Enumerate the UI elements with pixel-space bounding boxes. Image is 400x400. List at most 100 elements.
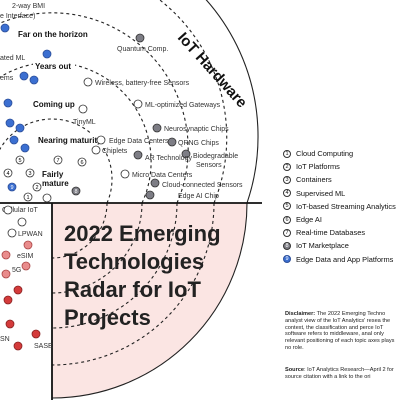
- ring-label-far: Far on the horizon: [18, 30, 88, 39]
- legend-item: 7 Real-time Databases: [283, 226, 400, 239]
- tech-label-qrng: QRNG Chips: [178, 140, 219, 147]
- tech-dot[interactable]: [20, 143, 30, 153]
- legend-item: 3 Containers: [283, 173, 400, 186]
- ring-label-years: Years out: [35, 62, 71, 71]
- software-quadrant: [52, 203, 247, 398]
- tech-label-edge-ai-chip: Edge AI Chip: [178, 193, 219, 200]
- tech-label-5g: 5G: [12, 267, 21, 274]
- tech-dot[interactable]: [133, 99, 143, 109]
- legend-item: 1 Cloud Computing: [283, 147, 400, 160]
- tech-dot[interactable]: [3, 205, 13, 215]
- legend-label: Supervised ML: [296, 188, 346, 198]
- tech-dot[interactable]: [91, 145, 101, 155]
- tech-dot[interactable]: [96, 135, 106, 145]
- legend-ref-2: 2: [35, 185, 38, 191]
- ring-label-fairly-text: Fairly: [42, 170, 64, 179]
- legend-label: IoT Marketplace: [296, 241, 349, 251]
- legend-ref-5: 5: [18, 158, 21, 164]
- tech-dot[interactable]: [150, 178, 160, 188]
- tech-dot[interactable]: [21, 261, 31, 271]
- tech-dot[interactable]: [29, 75, 39, 85]
- cut-label-bmi-2: e Interface): [0, 13, 35, 20]
- cut-label-bmi-1: 2-way BMI: [12, 3, 45, 10]
- tech-label-cellular: Cellular IoT: [2, 207, 39, 214]
- tech-dot[interactable]: [135, 33, 145, 43]
- tech-dot[interactable]: [42, 49, 52, 59]
- legend-number: 7: [283, 228, 291, 237]
- tech-dot[interactable]: [9, 135, 19, 145]
- tech-dot[interactable]: [31, 329, 41, 339]
- source-lead: Source: [285, 367, 304, 373]
- legend-ref-9: 9: [10, 185, 13, 191]
- legend-ref-4: 4: [6, 171, 9, 177]
- ring-label-nearing: Nearing maturity: [38, 136, 102, 145]
- tech-dot[interactable]: [23, 240, 33, 250]
- legend-label: Edge AI: [296, 215, 322, 225]
- tech-dot[interactable]: [13, 285, 23, 295]
- tech-label-esim: eSIM: [17, 253, 34, 260]
- title-line-2: Technologies: [64, 249, 204, 274]
- dashed-ring: [158, 0, 228, 204]
- ring-label-fairly-line2: mature: [42, 179, 69, 188]
- tech-dot[interactable]: [42, 193, 52, 203]
- legend-ref-1: 1: [26, 195, 29, 201]
- legend-item: 4 Supervised ML: [283, 187, 400, 200]
- ring-label-coming: Coming up: [33, 100, 75, 109]
- tech-dot[interactable]: [3, 295, 13, 305]
- tech-dot[interactable]: [5, 319, 15, 329]
- source-text: Source: IoT Analytics Research—April 2 f…: [285, 367, 400, 381]
- hardware-technologies: Quantum Comp. Wireless, battery-free Sen…: [73, 33, 243, 200]
- tech-label-sn: SN: [0, 336, 10, 343]
- tech-dot[interactable]: [120, 169, 130, 179]
- legend-item: 8 IoT Marketplace: [283, 239, 400, 252]
- tech-label-biodegradable-text: Biodegradable: [193, 153, 238, 160]
- tech-dot[interactable]: [15, 123, 25, 133]
- tech-dot[interactable]: [181, 149, 191, 159]
- radar-title: 2022 Emerging Technologies Radar for IoT…: [64, 221, 221, 330]
- legend-item: 9 Edge Data and App Platforms: [283, 253, 400, 266]
- legend-label: IoT-based Streaming Analytics: [296, 201, 396, 211]
- legend-label: IoT Platforms: [296, 162, 340, 172]
- legend-label: Containers: [296, 175, 332, 185]
- legend-number: 6: [283, 215, 291, 224]
- legend-number: 3: [283, 175, 291, 184]
- tech-dot[interactable]: [7, 228, 17, 238]
- tech-dot[interactable]: [83, 77, 93, 87]
- legend-number: 9: [283, 255, 291, 264]
- legend-item: 6 Edge AI: [283, 213, 400, 226]
- tech-dot[interactable]: [0, 23, 10, 33]
- cut-label-ems: ems: [0, 75, 14, 82]
- iot-hardware-label: IoT Hardware: [174, 29, 250, 111]
- tech-dot[interactable]: [167, 137, 177, 147]
- legend-ref-8: 8: [74, 189, 77, 195]
- tech-label-lpwan: LPWAN: [18, 231, 43, 238]
- tech-dot[interactable]: [13, 341, 23, 351]
- tech-label-wireless: Wireless, battery-free Sensors: [95, 80, 190, 87]
- tech-dot[interactable]: [1, 250, 11, 260]
- legend-ref-3: 3: [28, 171, 31, 177]
- tech-dot[interactable]: [3, 98, 13, 108]
- tech-dot[interactable]: [133, 150, 143, 160]
- legend-number: 8: [283, 241, 291, 250]
- legend-label: Edge Data and App Platforms: [296, 254, 394, 264]
- legend-number: 5: [283, 202, 291, 211]
- tech-dot[interactable]: [145, 190, 155, 200]
- tech-dot[interactable]: [78, 104, 88, 114]
- tech-dot[interactable]: [5, 118, 15, 128]
- tech-label-edge-dc: Edge Data Centers: [109, 138, 169, 145]
- tech-label-chiplets: Chiplets: [102, 148, 128, 155]
- radar-rings: [0, 0, 259, 399]
- blue-dots: [0, 23, 52, 153]
- tech-dot[interactable]: [152, 123, 162, 133]
- tech-label-tinyml: TinyML: [73, 119, 96, 126]
- tech-dot[interactable]: [17, 217, 27, 227]
- tech-label-quantum: Quantum Comp.: [117, 46, 168, 53]
- legend-ref-6: 6: [80, 160, 83, 166]
- disclaimer-text: Disclaimer: The 2022 Emerging Techno ana…: [285, 311, 400, 352]
- tech-dot[interactable]: [19, 71, 29, 81]
- tech-dot[interactable]: [1, 269, 11, 279]
- title-line-1: 2022 Emerging: [64, 221, 221, 246]
- legend-number: 2: [283, 162, 291, 171]
- numbered-dots: 5 7 6 4 3 9 2 8 1: [3, 155, 87, 202]
